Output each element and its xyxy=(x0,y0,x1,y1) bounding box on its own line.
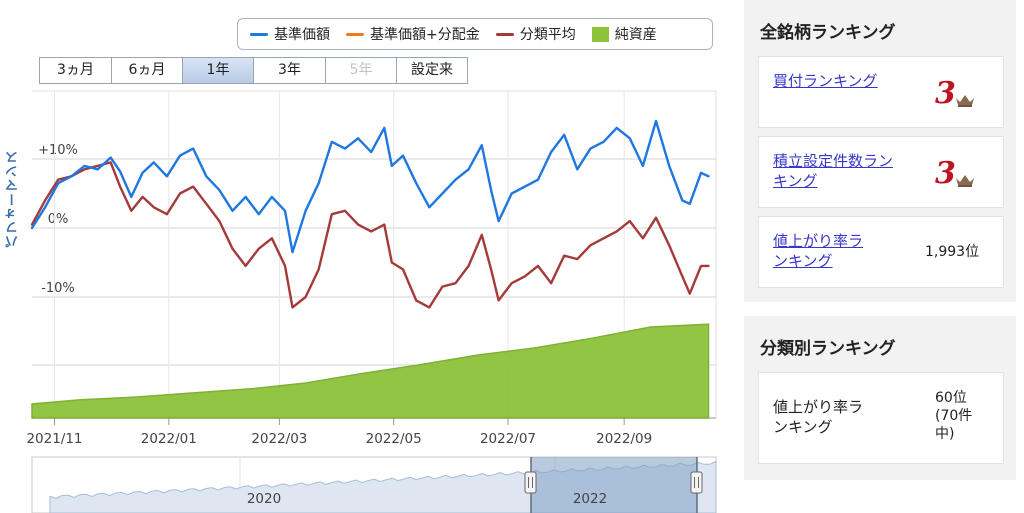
category-average-line xyxy=(30,161,710,309)
x-tick-label: 2022/03 xyxy=(251,431,307,447)
range-button-1y[interactable]: 1年 xyxy=(183,58,254,83)
all-ranking-title: 全銘柄ランキング xyxy=(760,23,896,43)
chart-legend: 基準価額 基準価額+分配金 分類平均 純資産 xyxy=(237,18,713,50)
navigator-label: 2020 xyxy=(247,491,281,507)
legend-swatch-category-average xyxy=(495,32,514,36)
x-tick-label: 2022/05 xyxy=(366,431,422,447)
legend-label-nav-plus-dividend: 基準価額+分配金 xyxy=(370,27,480,43)
price-increase-ranking-link[interactable]: 値上がり率ランキング xyxy=(773,232,864,270)
purchase-ranking-box: 買付ランキング 3 xyxy=(758,56,1004,128)
x-tick-label: 2022/01 xyxy=(141,431,197,447)
y-tick-label: 0% xyxy=(48,212,69,227)
crown-icon xyxy=(956,95,974,107)
x-tick-label: 2022/09 xyxy=(596,431,652,447)
range-button-3m[interactable]: 3ヵ月 xyxy=(40,58,112,83)
price-increase-ranking-box: 値上がり率ランキング 1,993位 xyxy=(758,216,1004,288)
legend-swatch-nav-plus-dividend xyxy=(346,32,364,36)
navigator-left-handle xyxy=(524,471,537,494)
legend-item-nav[interactable]: 基準価額 xyxy=(250,24,330,44)
performance-chart-area: +10% 0% -10% 2021/11 2022/01 2022/03 2022/05 20… xyxy=(6,18,717,513)
range-button-3y[interactable]: 3年 xyxy=(254,58,326,83)
category-price-increase-value: 60位(70件中) xyxy=(935,390,973,442)
navigator-right-handle xyxy=(690,471,703,494)
legend-item-category-average[interactable]: 分類平均 xyxy=(495,24,576,44)
legend-swatch-nav xyxy=(250,32,268,36)
legend-item-nav-plus-dividend[interactable]: 基準価額+分配金 xyxy=(346,24,480,44)
y-tick-label: -10% xyxy=(41,281,75,296)
all-ranking-card: 全銘柄ランキング 買付ランキング 3 積立設定件数ランキング 3 値上がり率ラン… xyxy=(744,0,1016,302)
category-price-increase-box: 値上がり率ランキング 60位(70件中) xyxy=(758,372,1004,464)
performance-chart: +10% 0% -10% 2021/11 2022/01 2022/03 2022/05 20… xyxy=(26,90,717,513)
savings-setup-ranking-box: 積立設定件数ランキング 3 xyxy=(758,136,1004,208)
category-ranking-title: 分類別ランキング xyxy=(760,339,896,359)
category-ranking-card: 分類別ランキング 値上がり率ランキング 60位(70件中) xyxy=(744,316,1016,480)
savings-setup-rank-value: 3 xyxy=(935,156,956,191)
net-assets-area xyxy=(31,323,710,419)
crown-icon xyxy=(956,175,974,187)
range-button-since-inception[interactable]: 設定来 xyxy=(397,58,467,83)
legend-item-net-assets[interactable]: 純資産 xyxy=(591,24,657,44)
nav-line xyxy=(30,119,710,254)
legend-label-nav: 基準価額 xyxy=(274,27,330,43)
purchase-rank-value: 3 xyxy=(935,76,956,111)
legend-swatch-net-assets xyxy=(591,26,609,42)
y-axis-title: パフォーマンス xyxy=(6,150,21,248)
range-selector: 3ヵ月 6ヵ月 1年 3年 5年 設定来 xyxy=(39,57,468,84)
savings-setup-ranking-link[interactable]: 積立設定件数ランキング xyxy=(773,152,894,190)
legend-label-category-average: 分類平均 xyxy=(519,27,576,43)
navigator-selected-range xyxy=(531,457,697,513)
category-price-increase-label: 値上がり率ランキング xyxy=(773,398,864,436)
price-increase-rank-value: 1,993位 xyxy=(925,244,980,260)
x-tick-label: 2021/11 xyxy=(26,431,82,447)
y-tick-label: +10% xyxy=(38,143,78,158)
x-tick-label: 2022/07 xyxy=(480,431,536,447)
ranking-sidebar: 全銘柄ランキング 買付ランキング 3 積立設定件数ランキング 3 値上がり率ラン… xyxy=(744,0,1024,513)
legend-label-net-assets: 純資産 xyxy=(614,27,657,43)
range-button-5y: 5年 xyxy=(326,58,397,83)
purchase-ranking-link[interactable]: 買付ランキング xyxy=(773,72,878,90)
range-button-6m[interactable]: 6ヵ月 xyxy=(112,58,183,83)
navigator-label: 2022 xyxy=(573,491,607,507)
